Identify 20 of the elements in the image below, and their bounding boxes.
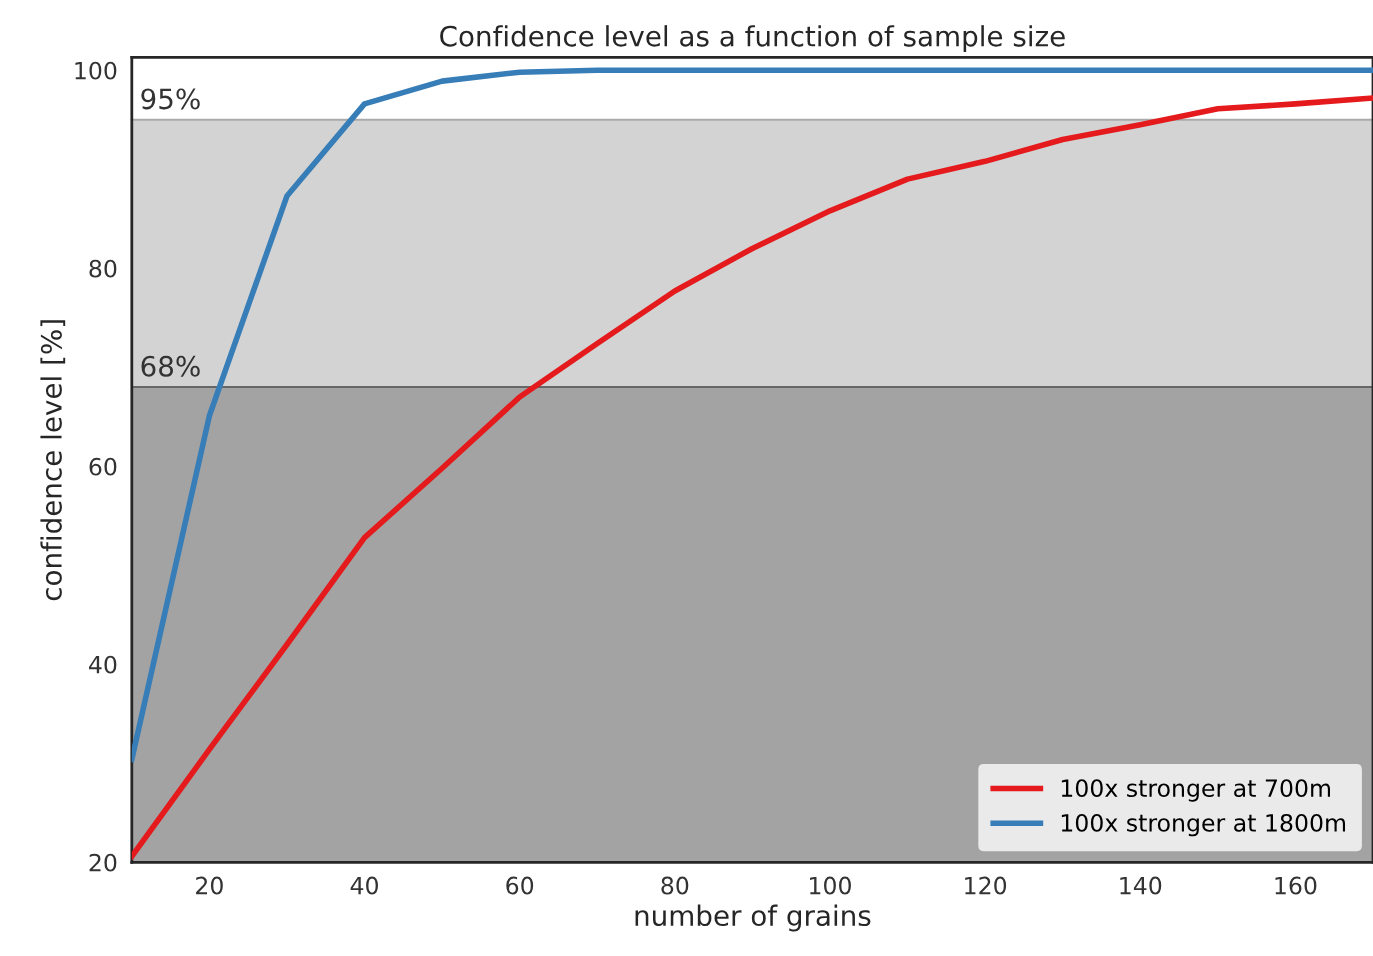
y-tick-label: 100 bbox=[75, 61, 117, 80]
legend-label: 100x stronger at 700m bbox=[1061, 779, 1330, 802]
ref-line-label: 68% bbox=[141, 355, 200, 377]
y-tick-label: 60 bbox=[89, 457, 117, 476]
y-tick-label: 40 bbox=[89, 655, 117, 674]
y-tick-label: 20 bbox=[89, 853, 117, 872]
x-tick-label: 160 bbox=[1275, 876, 1317, 895]
x-tick-label: 60 bbox=[506, 876, 534, 895]
x-axis-title: number of grains bbox=[635, 904, 871, 932]
y-axis-title: confidence level [%] bbox=[40, 320, 66, 601]
legend-label: 100x stronger at 1800m bbox=[1061, 813, 1346, 837]
x-tick-label: 140 bbox=[1120, 876, 1162, 895]
x-tick-label: 100 bbox=[810, 876, 851, 895]
x-tick-label: 40 bbox=[350, 876, 378, 895]
x-tick-label: 120 bbox=[965, 876, 1007, 895]
chart-title: Confidence level as a function of sample size bbox=[440, 25, 1065, 53]
y-tick-label: 80 bbox=[89, 259, 117, 278]
x-tick-label: 80 bbox=[661, 876, 689, 895]
ref-line-label: 95% bbox=[141, 88, 200, 110]
x-tick-label: 20 bbox=[196, 876, 223, 895]
